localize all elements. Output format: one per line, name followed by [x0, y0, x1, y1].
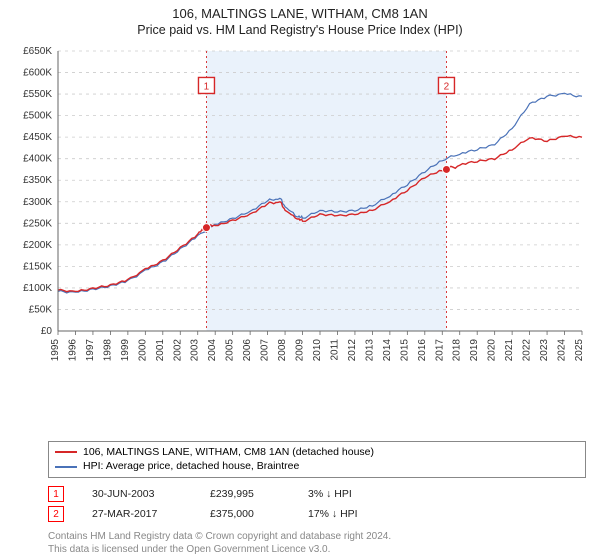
svg-text:£200K: £200K [23, 240, 52, 251]
svg-text:2025: 2025 [574, 339, 585, 362]
svg-text:2011: 2011 [329, 339, 340, 361]
svg-text:2017: 2017 [434, 339, 445, 362]
sale-date: 27-MAR-2017 [92, 508, 182, 520]
legend-label: HPI: Average price, detached house, Brai… [83, 459, 299, 474]
svg-text:2: 2 [444, 81, 450, 92]
svg-text:2014: 2014 [382, 339, 393, 362]
svg-text:2013: 2013 [364, 339, 375, 362]
svg-text:1997: 1997 [85, 339, 96, 362]
chart-container: 106, MALTINGS LANE, WITHAM, CM8 1AN Pric… [0, 0, 600, 560]
svg-text:£150K: £150K [23, 261, 52, 272]
svg-text:2012: 2012 [347, 339, 358, 362]
svg-text:2021: 2021 [504, 339, 515, 362]
svg-text:2007: 2007 [260, 339, 271, 362]
svg-text:1: 1 [204, 81, 210, 92]
svg-text:2010: 2010 [312, 339, 323, 362]
footnote-line: Contains HM Land Registry data © Crown c… [48, 530, 586, 543]
svg-text:2020: 2020 [487, 339, 498, 362]
svg-text:2003: 2003 [190, 339, 201, 362]
svg-text:£500K: £500K [23, 111, 52, 122]
svg-text:£650K: £650K [23, 46, 52, 57]
svg-text:2000: 2000 [137, 339, 148, 362]
svg-text:2015: 2015 [399, 339, 410, 362]
footnote-line: This data is licensed under the Open Gov… [48, 543, 586, 556]
sale-marker-icon: 1 [48, 486, 64, 502]
footnote: Contains HM Land Registry data © Crown c… [48, 530, 586, 556]
table-row: 2 27-MAR-2017 £375,000 17% ↓ HPI [48, 504, 586, 524]
svg-text:2024: 2024 [557, 339, 568, 362]
svg-text:£400K: £400K [23, 154, 52, 165]
svg-text:2023: 2023 [539, 339, 550, 362]
legend-swatch [55, 451, 77, 453]
sale-price: £239,995 [210, 488, 280, 500]
svg-text:£350K: £350K [23, 175, 52, 186]
legend-swatch [55, 466, 77, 468]
svg-text:1999: 1999 [120, 339, 131, 362]
sale-date: 30-JUN-2003 [92, 488, 182, 500]
sub-title: Price paid vs. HM Land Registry's House … [10, 23, 590, 37]
svg-text:1996: 1996 [67, 339, 78, 362]
table-row: 1 30-JUN-2003 £239,995 3% ↓ HPI [48, 484, 586, 504]
legend-label: 106, MALTINGS LANE, WITHAM, CM8 1AN (det… [83, 445, 374, 460]
sales-table: 1 30-JUN-2003 £239,995 3% ↓ HPI 2 27-MAR… [48, 484, 586, 524]
svg-text:£300K: £300K [23, 197, 52, 208]
svg-text:2016: 2016 [417, 339, 428, 362]
svg-text:£600K: £600K [23, 68, 52, 79]
legend-row: 106, MALTINGS LANE, WITHAM, CM8 1AN (det… [55, 445, 579, 460]
svg-text:2005: 2005 [225, 339, 236, 362]
svg-text:£0: £0 [41, 326, 53, 337]
svg-text:£450K: £450K [23, 132, 52, 143]
legend-row: HPI: Average price, detached house, Brai… [55, 459, 579, 474]
chart-area: £0 £50K £100K £150K £200K £250K £300K £350K £400… [10, 43, 590, 435]
svg-text:1998: 1998 [102, 339, 113, 362]
main-title: 106, MALTINGS LANE, WITHAM, CM8 1AN [10, 6, 590, 21]
sale-diff: 17% ↓ HPI [308, 508, 586, 520]
svg-text:2009: 2009 [295, 339, 306, 362]
svg-text:£250K: £250K [23, 218, 52, 229]
svg-text:2006: 2006 [242, 339, 253, 362]
svg-text:2004: 2004 [207, 339, 218, 362]
svg-text:£50K: £50K [29, 304, 53, 315]
svg-text:£100K: £100K [23, 283, 52, 294]
svg-text:2002: 2002 [172, 339, 183, 362]
svg-text:1995: 1995 [50, 339, 61, 362]
line-chart: £0 £50K £100K £150K £200K £250K £300K £350K £400… [10, 43, 590, 373]
svg-text:2008: 2008 [277, 339, 288, 362]
svg-text:2019: 2019 [469, 339, 480, 362]
legend: 106, MALTINGS LANE, WITHAM, CM8 1AN (det… [48, 441, 586, 478]
svg-text:£550K: £550K [23, 89, 52, 100]
sale-price: £375,000 [210, 508, 280, 520]
sale-diff: 3% ↓ HPI [308, 488, 586, 500]
svg-text:2001: 2001 [155, 339, 166, 362]
svg-text:2022: 2022 [522, 339, 533, 362]
sale-marker-icon: 2 [48, 506, 64, 522]
title-block: 106, MALTINGS LANE, WITHAM, CM8 1AN Pric… [10, 6, 590, 37]
svg-text:2018: 2018 [452, 339, 463, 362]
